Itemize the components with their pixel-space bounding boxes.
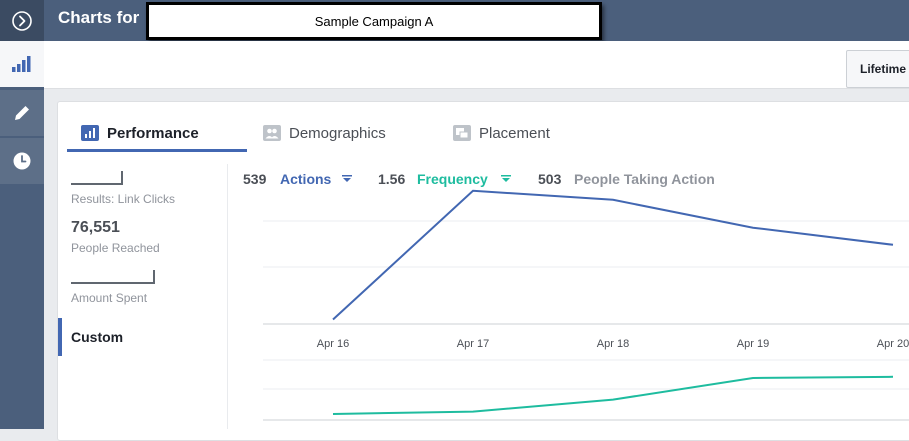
x-tick-label: Apr 20	[877, 338, 909, 350]
x-tick-label: Apr 16	[317, 338, 349, 350]
tab-placement-label: Placement	[479, 124, 550, 142]
bar-chart-icon	[12, 56, 31, 72]
column-divider	[227, 164, 228, 429]
reach-value: 76,551	[71, 219, 120, 236]
pencil-icon	[15, 106, 29, 120]
x-tick-label: Apr 18	[597, 338, 629, 350]
frequency-value: 1.56	[378, 171, 406, 187]
date-range-button[interactable]: Lifetime	[846, 50, 909, 88]
people-icon	[263, 125, 281, 141]
sidebar-item-history[interactable]	[0, 138, 44, 184]
active-tab-indicator	[67, 149, 247, 152]
placement-icon	[453, 125, 471, 141]
custom-indicator	[58, 318, 62, 356]
chevron-down-icon[interactable]	[342, 175, 352, 183]
tab-placement[interactable]: Placement	[453, 118, 550, 148]
performance-chart: Apr 16 Apr 17 Apr 18 Apr 19 Apr 20	[263, 189, 909, 421]
tab-performance[interactable]: Performance	[81, 118, 199, 148]
toolbar	[44, 41, 909, 89]
results-label: Results: Link Clicks	[71, 192, 176, 206]
actions-series-line	[332, 189, 894, 321]
expand-sidebar-button[interactable]	[0, 0, 44, 41]
custom-item[interactable]: Custom	[71, 329, 124, 345]
chevron-down-icon[interactable]	[501, 175, 511, 183]
amount-label: Amount Spent	[71, 291, 148, 305]
actions-value: 539	[243, 171, 267, 187]
actions-dropdown[interactable]: Actions	[280, 171, 332, 187]
people-action-value: 503	[538, 171, 562, 187]
amount-value-redacted	[71, 270, 155, 284]
chevron-right-circle-icon	[12, 10, 32, 31]
x-tick-label: Apr 17	[457, 338, 489, 350]
tab-performance-label: Performance	[107, 124, 199, 142]
sidebar-item-charts[interactable]	[0, 41, 44, 87]
page-title: Charts for	[58, 8, 140, 27]
bar-chart-icon	[81, 125, 99, 141]
tab-demographics-label: Demographics	[289, 124, 386, 142]
frequency-series-line	[332, 375, 894, 415]
x-tick-label: Apr 19	[737, 338, 769, 350]
people-action-label: People Taking Action	[574, 171, 715, 187]
reach-label: People Reached	[71, 241, 160, 255]
tab-demographics[interactable]: Demographics	[263, 118, 386, 148]
campaign-name-box: Sample Campaign A	[146, 2, 602, 40]
clock-icon	[13, 152, 31, 170]
results-value-redacted	[71, 171, 123, 185]
sidebar-item-edit[interactable]	[0, 90, 44, 136]
frequency-dropdown[interactable]: Frequency	[417, 171, 488, 187]
